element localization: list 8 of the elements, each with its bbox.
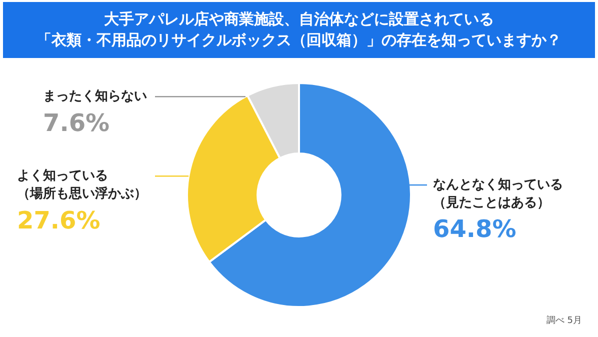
chart-title: 大手アパレル店や商業施設、自治体などに設置されている「衣類・不用品のリサイクルボックス（回収箱）」の存在を知っていますか？	[3, 2, 595, 58]
text: 調べ 5月	[546, 314, 582, 327]
slice-label: なんとなく知っている（見たことはある）	[433, 177, 563, 210]
data-label: 64.8%	[433, 215, 516, 244]
slice-label: まったく知らない	[43, 88, 147, 104]
data-label: 7.6%	[43, 108, 110, 137]
slice-label: よく知っている（場所も思い浮かぶ）	[17, 168, 147, 202]
data-label: 27.6%	[17, 206, 100, 234]
